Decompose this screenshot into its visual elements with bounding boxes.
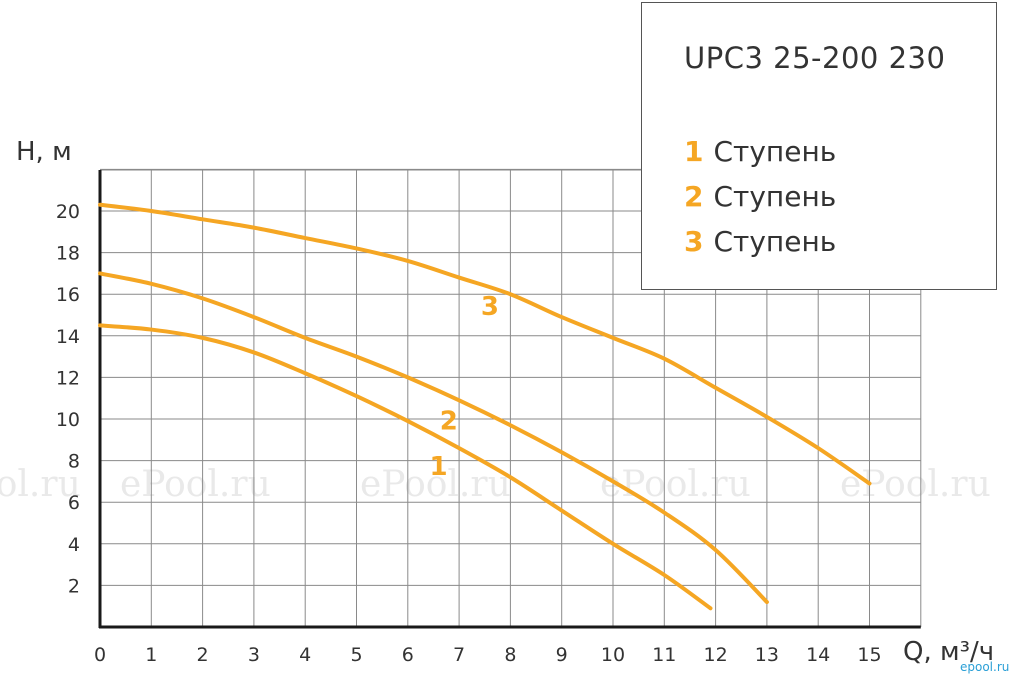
watermark-text: ePool.ru [120, 464, 271, 505]
x-tick-label: 3 [248, 644, 260, 666]
watermark-layer: ePool.ru ePool.ru ePool.ru ePool.ru ePool.ru [0, 464, 991, 505]
y-axis-title: H, м [16, 137, 72, 167]
y-tick-label: 6 [68, 492, 80, 514]
x-tick-label: 5 [350, 644, 362, 666]
x-tick-label: 6 [402, 644, 414, 666]
x-tick-label: 7 [453, 644, 465, 666]
legend-number-3: 3 [684, 225, 704, 258]
x-tick-label: 13 [755, 644, 779, 666]
y-tick-label: 2 [68, 575, 80, 597]
series-line-2 [98, 271, 769, 605]
y-tick-label: 10 [56, 409, 80, 431]
x-tick-label: 8 [504, 644, 516, 666]
y-tick-label: 20 [56, 201, 80, 223]
legend-label-1: Ступень [713, 135, 837, 168]
series-line-1 [98, 323, 713, 611]
x-tick-label: 2 [197, 644, 209, 666]
axes [98, 170, 921, 629]
x-tick-label: 11 [652, 644, 676, 666]
watermark-text: ePool.ru [600, 464, 751, 505]
curve-labels: 1 2 3 [430, 292, 499, 482]
legend-number-2: 2 [684, 180, 704, 213]
x-tick-label: 12 [704, 644, 728, 666]
legend-item-1: 1 Ступень [684, 135, 836, 168]
legend-item-2: 2 Ступень [684, 180, 836, 213]
y-tick-label: 18 [56, 243, 80, 265]
legend-number-1: 1 [684, 135, 704, 168]
curve-label-2: 2 [440, 406, 458, 436]
y-tick-label: 12 [56, 367, 80, 389]
y-tick-label: 14 [56, 326, 80, 348]
watermark-text: ePool.ru [840, 464, 991, 505]
chart-title: UPC3 25-200 230 [684, 41, 946, 75]
x-tick-label: 1 [145, 644, 157, 666]
legend-label-2: Ступень [713, 180, 837, 213]
x-tick-label: 14 [806, 644, 830, 666]
curve-label-1: 1 [430, 452, 448, 482]
series-curves [98, 202, 872, 611]
y-tick-label: 16 [56, 284, 80, 306]
x-tick-label: 9 [556, 644, 568, 666]
legend-label-3: Ступень [713, 225, 837, 258]
corner-watermark: epool.ru [960, 660, 1009, 674]
x-tick-label: 10 [601, 644, 625, 666]
x-tick-label: 15 [857, 644, 881, 666]
legend: UPC3 25-200 230 1 Ступень 2 Ступень 3 Ступе… [641, 2, 997, 290]
y-tick-label: 4 [68, 534, 80, 556]
legend-item-3: 3 Ступень [684, 225, 836, 258]
series-line-3 [98, 202, 872, 486]
curve-label-3: 3 [481, 292, 499, 322]
y-tick-label: 8 [68, 451, 80, 473]
x-tick-label: 4 [299, 644, 311, 666]
watermark-text: ePool.ru [360, 464, 511, 505]
watermark-text: ePool.ru [0, 464, 81, 505]
x-tick-label: 0 [94, 644, 106, 666]
x-axis-title: Q, м³/ч [903, 637, 994, 667]
